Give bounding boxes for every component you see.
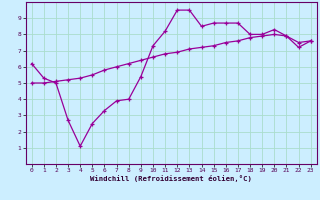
X-axis label: Windchill (Refroidissement éolien,°C): Windchill (Refroidissement éolien,°C) [90, 175, 252, 182]
